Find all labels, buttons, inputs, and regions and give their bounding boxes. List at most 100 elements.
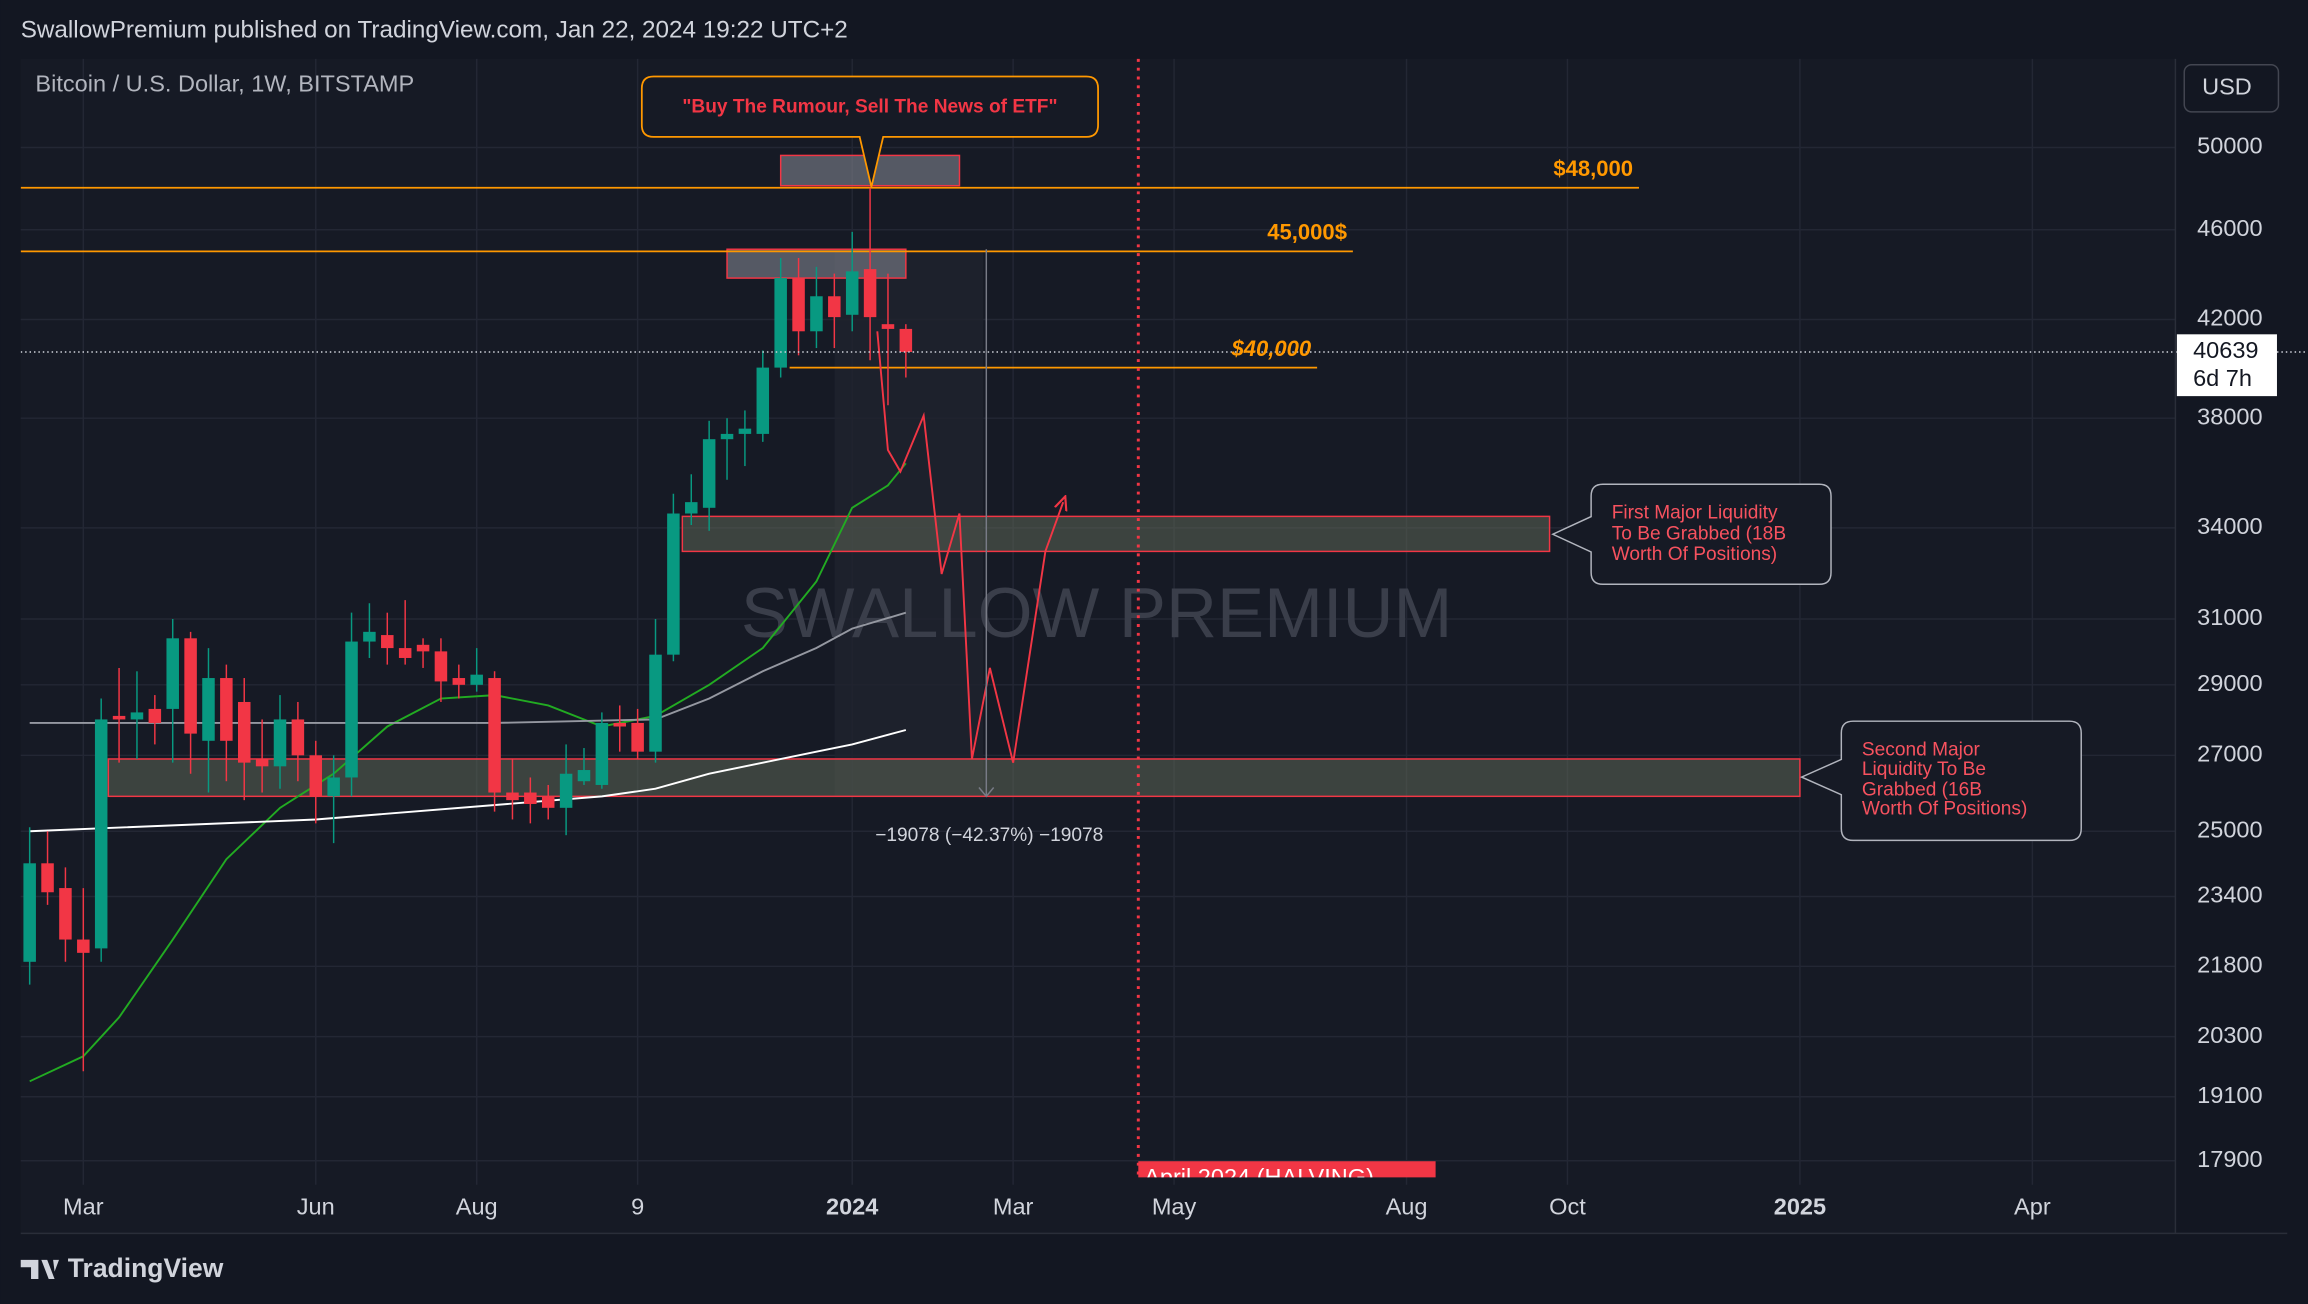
plot-layer: [20, 154, 2176, 1083]
candle-body: [685, 502, 698, 514]
candle-body: [291, 719, 305, 756]
candle-body: [506, 792, 519, 801]
x-tick-label: Mar: [63, 1194, 104, 1220]
callout-text: Second Major: [1862, 740, 1981, 761]
price-label: 40639: [2193, 337, 2258, 363]
x-tick-label: Jun: [297, 1194, 335, 1220]
candle-body: [273, 719, 287, 767]
x-tick-label: Aug: [456, 1194, 498, 1220]
zone: [107, 758, 1801, 798]
overlay-layer: 50000 46000 42000 38000 34000 31000 29000 27000…: [63, 58, 2308, 1220]
candle-body: [345, 641, 358, 778]
footer-logo: [20, 1259, 59, 1279]
callout-first: First Major Liquidity To Be Grabbed (18B…: [1551, 483, 1832, 586]
candle-body: [541, 796, 555, 808]
symbol-title: Bitcoin / U.S. Dollar, 1W, BITSTAMP: [35, 71, 414, 97]
currency-button[interactable]: [2183, 64, 2280, 113]
candle-body: [220, 678, 233, 741]
callout-text: Grabbed (16B: [1862, 779, 1982, 800]
y-tick-label: 20300: [2197, 1022, 2262, 1048]
candle-body: [94, 719, 108, 949]
x-tick-label: Mar: [993, 1194, 1034, 1220]
candle-body: [130, 712, 144, 720]
countdown-label: 6d 7h: [2193, 365, 2252, 391]
candle-body: [631, 722, 644, 752]
candle-body: [792, 278, 805, 332]
level-label: $40,000: [1230, 336, 1311, 361]
candle-body: [327, 777, 340, 797]
y-tick-label: 21800: [2197, 952, 2262, 978]
candle-body: [613, 722, 627, 727]
candle-body: [398, 648, 412, 658]
callout-text: Worth Of Positions): [1862, 799, 2027, 820]
price-badge: [2176, 334, 2277, 397]
y-tick-label: 42000: [2197, 305, 2262, 331]
candle-body: [363, 631, 376, 642]
callout-etf: "Buy The Rumour, Sell The News of ETF": [640, 75, 1099, 188]
candle-body: [738, 428, 752, 434]
header: SwallowPremium published on TradingView.…: [21, 16, 848, 43]
level-label: 45,000$: [1267, 220, 1347, 245]
projection-line: [876, 331, 1063, 763]
candle-body: [863, 269, 877, 318]
level-label: $48,000: [1553, 156, 1633, 181]
watermark: SWALLOW PREMIUM: [741, 573, 1453, 652]
y-tick-label: 23400: [2197, 882, 2262, 908]
x-tick-label: 2025: [1774, 1194, 1826, 1220]
candle-body: [881, 324, 895, 329]
moving-average: [29, 729, 907, 833]
moving-average: [29, 611, 907, 724]
candle-body: [649, 654, 662, 752]
candle-body: [416, 644, 430, 652]
candle-body: [41, 863, 54, 893]
callout-text: Worth Of Positions): [1612, 544, 1777, 565]
candle-body: [524, 792, 537, 804]
y-tick-label: 38000: [2197, 403, 2262, 429]
candle-body: [595, 722, 609, 785]
halving-badge: April 2024 (HALVING): [1138, 1161, 1436, 1190]
candle-body: [810, 296, 823, 332]
candle-body: [667, 513, 680, 655]
y-tick-label: 31000: [2197, 604, 2262, 630]
candle-body: [23, 863, 36, 962]
x-tick-label: May: [1152, 1194, 1197, 1220]
callout-second: Second Major Liquidity To Be Grabbed (16…: [1799, 720, 2082, 842]
candle-body: [77, 939, 90, 953]
y-tick-label: 27000: [2197, 741, 2262, 767]
candle-body: [828, 296, 841, 318]
halving-label: April 2024 (HALVING): [1144, 1164, 1374, 1190]
candle-body: [720, 433, 734, 440]
candle-body: [756, 367, 770, 434]
zone: [681, 515, 1551, 553]
callout-text: To Be Grabbed (18B: [1612, 523, 1786, 544]
candle-body: [381, 635, 394, 649]
callout-text: "Buy The Rumour, Sell The News of ETF": [682, 96, 1057, 117]
candle-body: [434, 651, 448, 682]
candle-body: [255, 758, 269, 767]
candle-body: [237, 701, 251, 763]
y-tick-label: 17900: [2197, 1146, 2262, 1172]
candle-body: [309, 755, 323, 797]
measure-arrow: [978, 787, 995, 798]
candle-body: [774, 278, 787, 368]
y-tick-label: 25000: [2197, 816, 2262, 842]
x-tick-label: 9: [631, 1194, 644, 1220]
candle-body: [559, 773, 573, 808]
candle-body: [488, 678, 501, 793]
currency-label[interactable]: USD: [2202, 74, 2252, 100]
y-tick-label: 34000: [2197, 513, 2262, 539]
x-tick-label: Oct: [1549, 1194, 1586, 1220]
y-tick-label: 29000: [2197, 670, 2262, 696]
candle-body: [899, 328, 913, 352]
candle-body: [845, 271, 859, 315]
candle-body: [202, 678, 215, 741]
candle-body: [470, 674, 483, 685]
candle-body: [184, 638, 197, 734]
candle-body: [148, 708, 162, 723]
candle-body: [166, 638, 179, 709]
halving-badge-bg: [1138, 1161, 1436, 1178]
candle-body: [112, 715, 126, 720]
y-tick-label: 46000: [2197, 215, 2262, 241]
x-tick-label: Apr: [2014, 1194, 2051, 1220]
